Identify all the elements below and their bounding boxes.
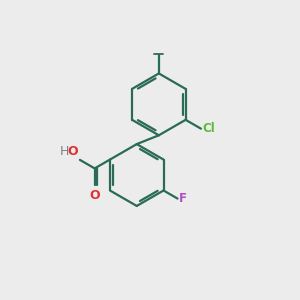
Text: F: F (179, 192, 187, 205)
Text: O: O (89, 189, 100, 202)
Text: Cl: Cl (202, 122, 215, 135)
Text: O: O (68, 145, 78, 158)
Text: H: H (60, 145, 70, 158)
